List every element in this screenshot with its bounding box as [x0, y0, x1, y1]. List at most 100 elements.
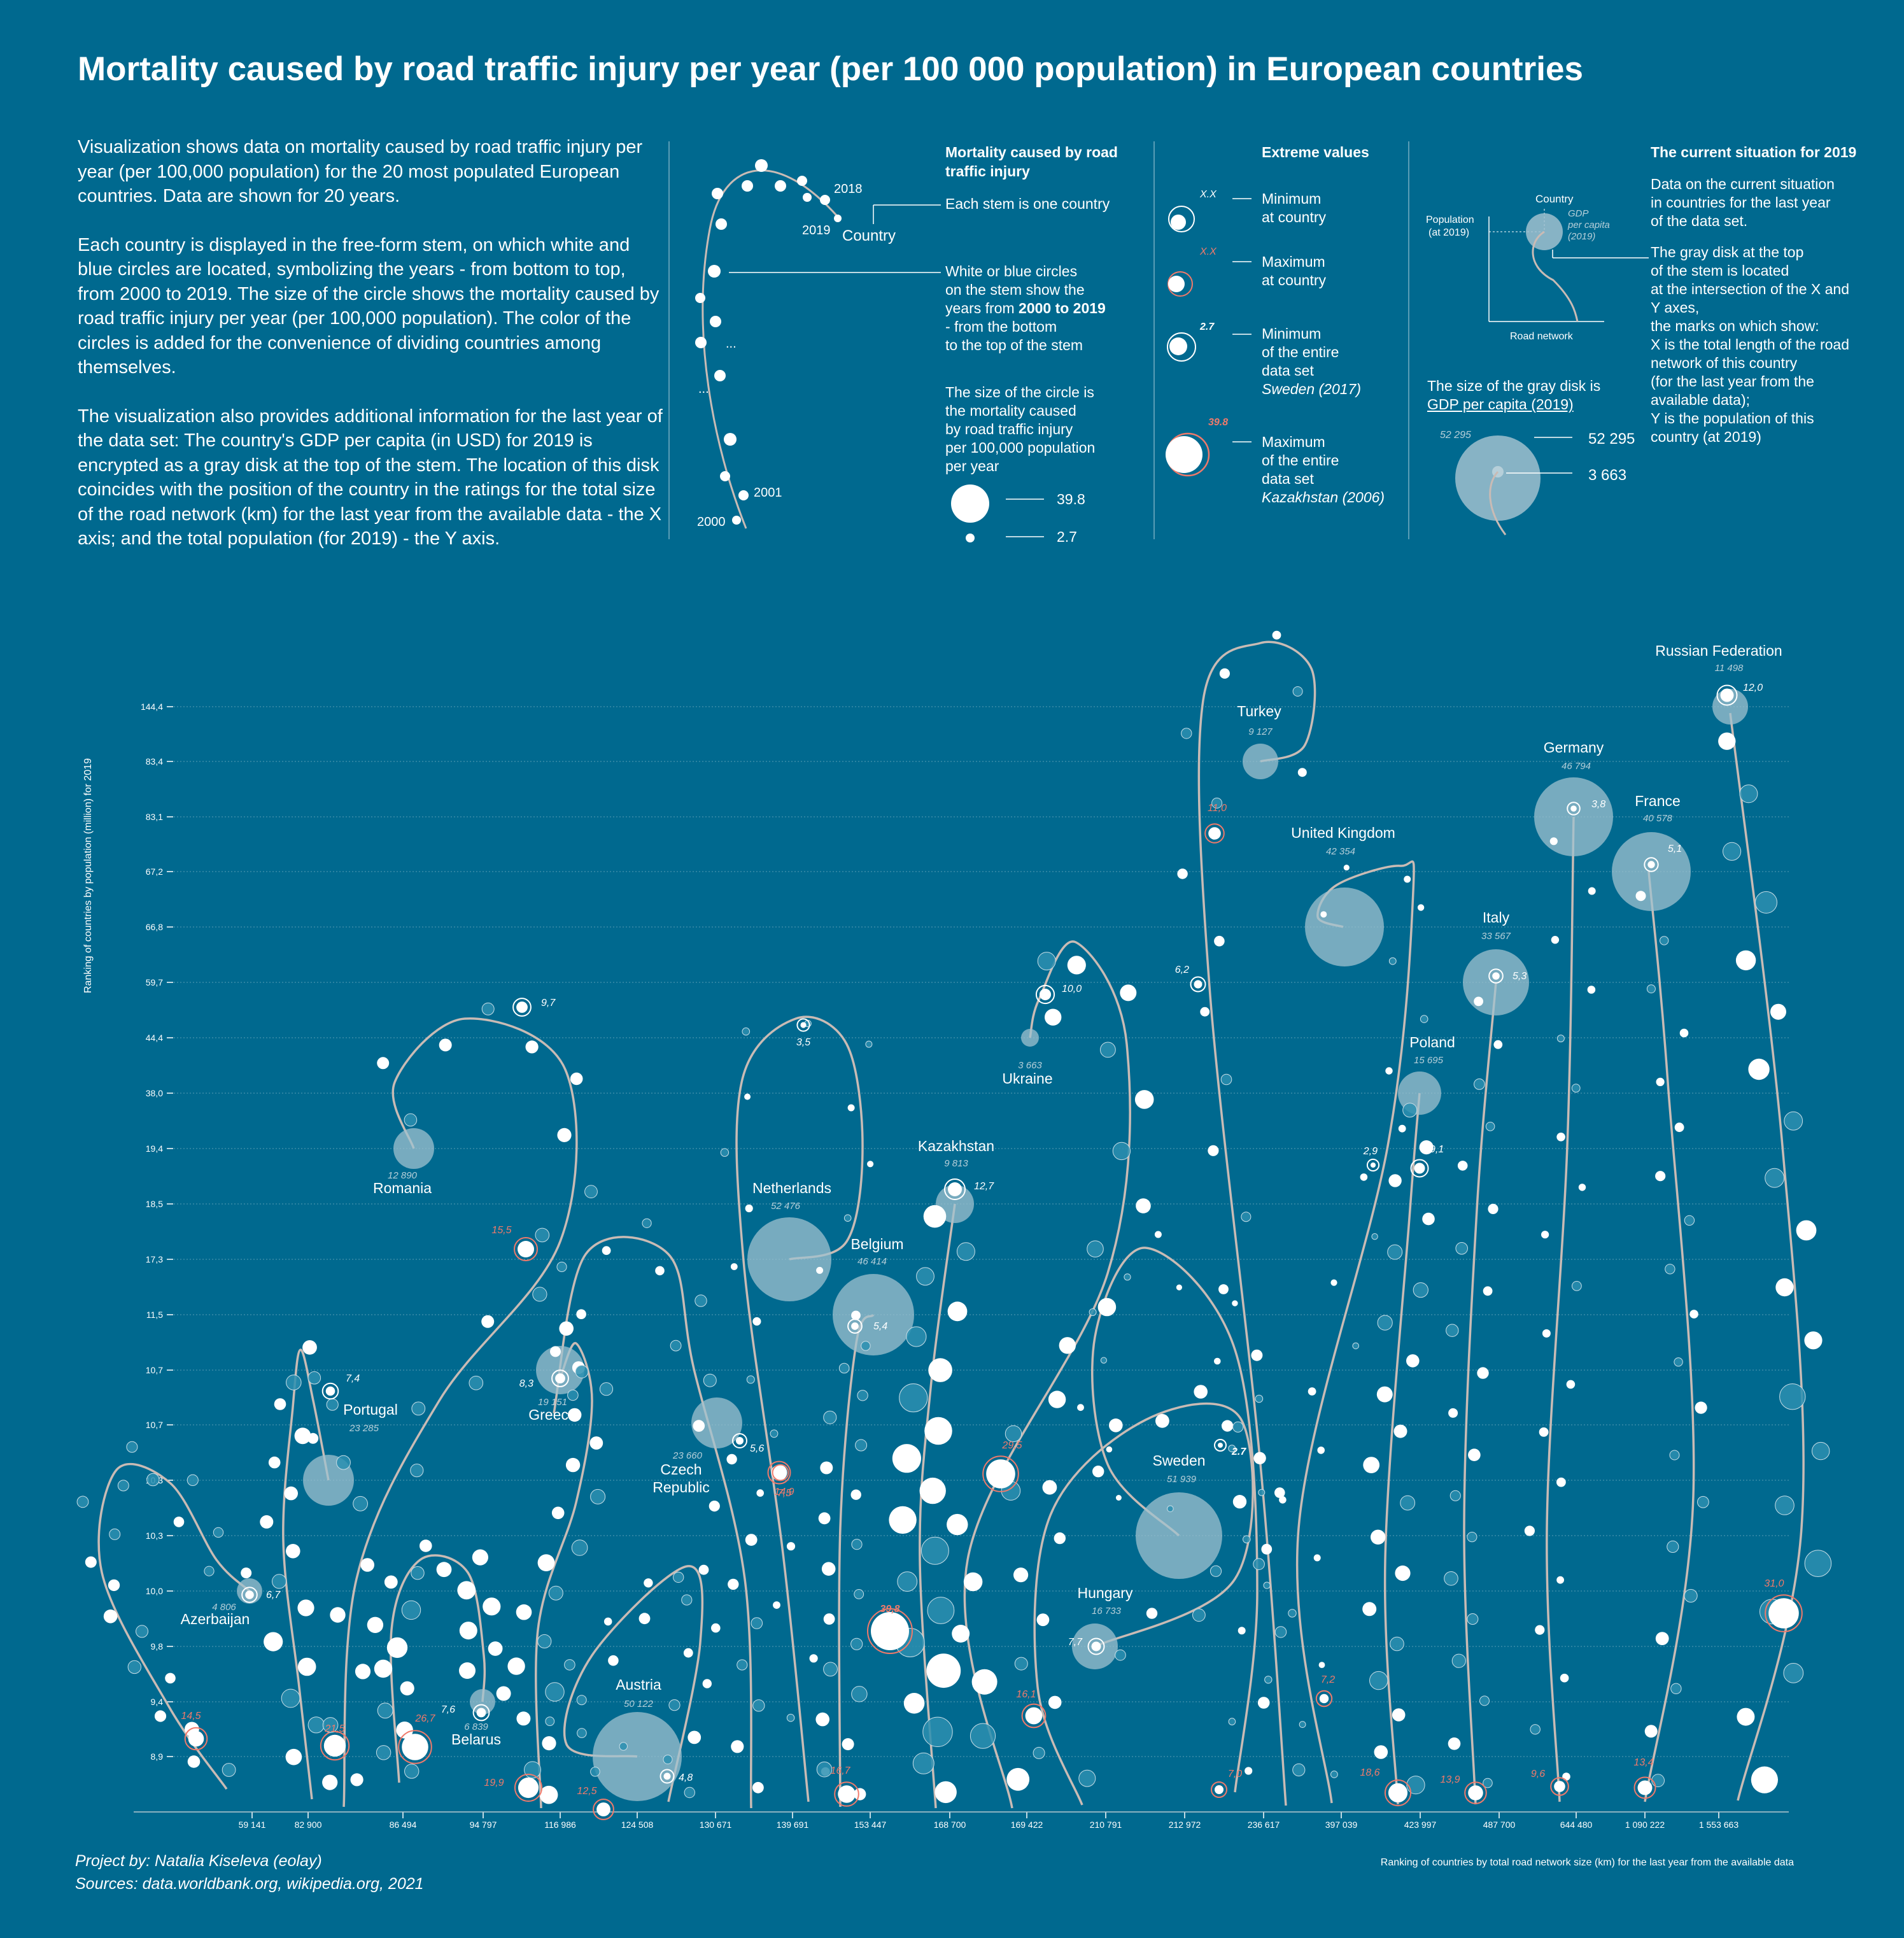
max-value-label: 7,0: [1228, 1769, 1242, 1779]
year-circle: [1352, 1342, 1359, 1350]
year-circle: [899, 1383, 928, 1413]
year-circle: [1241, 1212, 1252, 1222]
year-circle: [1045, 1008, 1062, 1026]
country-name: Belgium: [850, 1236, 903, 1252]
min-circle: [1194, 980, 1202, 989]
min-value-label: 8,3: [519, 1378, 533, 1389]
year-circle: [1556, 1576, 1565, 1584]
stem-czech-republic: [553, 1236, 752, 1809]
y-tick-label: 67,2: [146, 866, 163, 877]
min-value-label: 2.7: [1231, 1446, 1246, 1457]
year-circle: [1784, 1111, 1803, 1131]
year-circle: [1155, 1413, 1169, 1428]
year-circle: [1308, 1387, 1316, 1396]
min-ring: [1644, 857, 1659, 872]
country-name: Italy: [1483, 909, 1510, 926]
stem-turkey: [1197, 640, 1316, 1806]
legend-ellipsis: ...: [726, 337, 737, 351]
legend-dot: [834, 215, 842, 222]
year-circle: [222, 1763, 236, 1777]
year-circle: [1377, 1315, 1393, 1331]
year-circle: [108, 1579, 120, 1592]
y-tick-label: 10,0: [146, 1586, 163, 1596]
max-circle: [986, 1459, 1015, 1489]
legend-max-all-value: 39.8: [1208, 417, 1228, 428]
year-circle: [1455, 1242, 1468, 1255]
year-circle: [545, 1682, 565, 1702]
year-circle: [1783, 1663, 1804, 1683]
year-circle: [752, 1317, 761, 1326]
year-circle: [786, 1713, 795, 1722]
x-tick-labels: 59 141 82 900 86 494 94 797 116 986 124 508 13…: [239, 1812, 1738, 1830]
min-ring: [1410, 1159, 1429, 1178]
year-circle: [326, 1398, 339, 1411]
legend-line: The gray disk at the top: [1651, 244, 1804, 260]
year-circle: [1457, 1161, 1468, 1171]
year-circle: [1479, 1695, 1490, 1706]
year-circle: [916, 1267, 934, 1286]
max-ring: [867, 1608, 913, 1654]
max-circle: [1388, 1783, 1408, 1803]
year-circle: [353, 1496, 368, 1511]
year-circle: [851, 1686, 868, 1702]
year-circle: [663, 1755, 673, 1765]
x-tick-label: 1 553 663: [1699, 1820, 1738, 1830]
year-circle: [1485, 1122, 1495, 1131]
year-circle: [1120, 984, 1137, 1001]
year-circle: [956, 1242, 975, 1261]
year-circle: [1390, 1636, 1404, 1652]
year-circle: [851, 1539, 863, 1550]
max-ring: [1204, 823, 1225, 844]
year-circle: [745, 1534, 758, 1546]
min-value-label: 4,8: [679, 1772, 693, 1783]
gdp-label: 52 476: [771, 1201, 801, 1212]
year-circle: [855, 1439, 868, 1452]
year-circle: [1684, 1588, 1698, 1603]
min-value-label: 5,1: [1668, 844, 1682, 854]
year-circle: [367, 1616, 384, 1633]
year-circle: [1413, 1282, 1428, 1298]
legend-line: Data on the current situation: [1651, 176, 1835, 192]
legend-max-all-dot: [1166, 436, 1202, 473]
max-value-label: 19,9: [484, 1778, 504, 1788]
year-circle: [1674, 1357, 1683, 1367]
country-name: Germany: [1544, 739, 1604, 756]
year-circle: [1674, 1122, 1684, 1133]
legend-dot: [695, 337, 707, 348]
stem-italy: [1463, 982, 1497, 1805]
country-name: Russian Federation: [1655, 642, 1782, 659]
year-circle: [1154, 1231, 1162, 1238]
year-circle: [1232, 1300, 1238, 1306]
year-circle: [1261, 1543, 1273, 1555]
year-circle: [1655, 1632, 1669, 1646]
year-circle: [297, 1599, 314, 1616]
min-ring: [796, 1018, 810, 1032]
year-circle: [483, 1597, 501, 1616]
year-circle: [551, 1506, 565, 1520]
year-circle: [1804, 1331, 1823, 1350]
legend-dot: [775, 180, 786, 192]
max-ring: [1765, 1594, 1803, 1632]
max-ring: [1384, 1779, 1412, 1807]
min-value-label: 5,6: [750, 1443, 764, 1454]
year-circle: [1106, 1446, 1113, 1453]
year-circle: [1097, 1298, 1117, 1317]
max-ring: [1211, 1781, 1227, 1798]
footer-sources: Sources: data.worldbank.org, wikipedia.o…: [75, 1875, 424, 1893]
year-circle: [823, 1613, 835, 1625]
legend-dot: [755, 159, 768, 172]
year-circle: [1796, 1220, 1817, 1241]
country-name: Greece: [528, 1406, 576, 1423]
year-circle: [703, 1373, 717, 1387]
year-circle: [1483, 1778, 1493, 1788]
legend-line: (for the last year from the: [1651, 373, 1814, 390]
min-value-label: 6,7: [266, 1590, 281, 1601]
y-tick-labels: 8,99,49,810,010,310,310,710,711,517,318,…: [141, 702, 163, 1762]
year-circle: [906, 1326, 927, 1347]
min-value-label: 12,7: [974, 1181, 994, 1192]
max-value-label: 26,7: [414, 1713, 435, 1724]
year-circle: [410, 1464, 424, 1478]
legend-line: X is the total length of the road: [1651, 336, 1849, 353]
year-circle: [1556, 1477, 1566, 1487]
year-circle: [923, 1205, 947, 1228]
